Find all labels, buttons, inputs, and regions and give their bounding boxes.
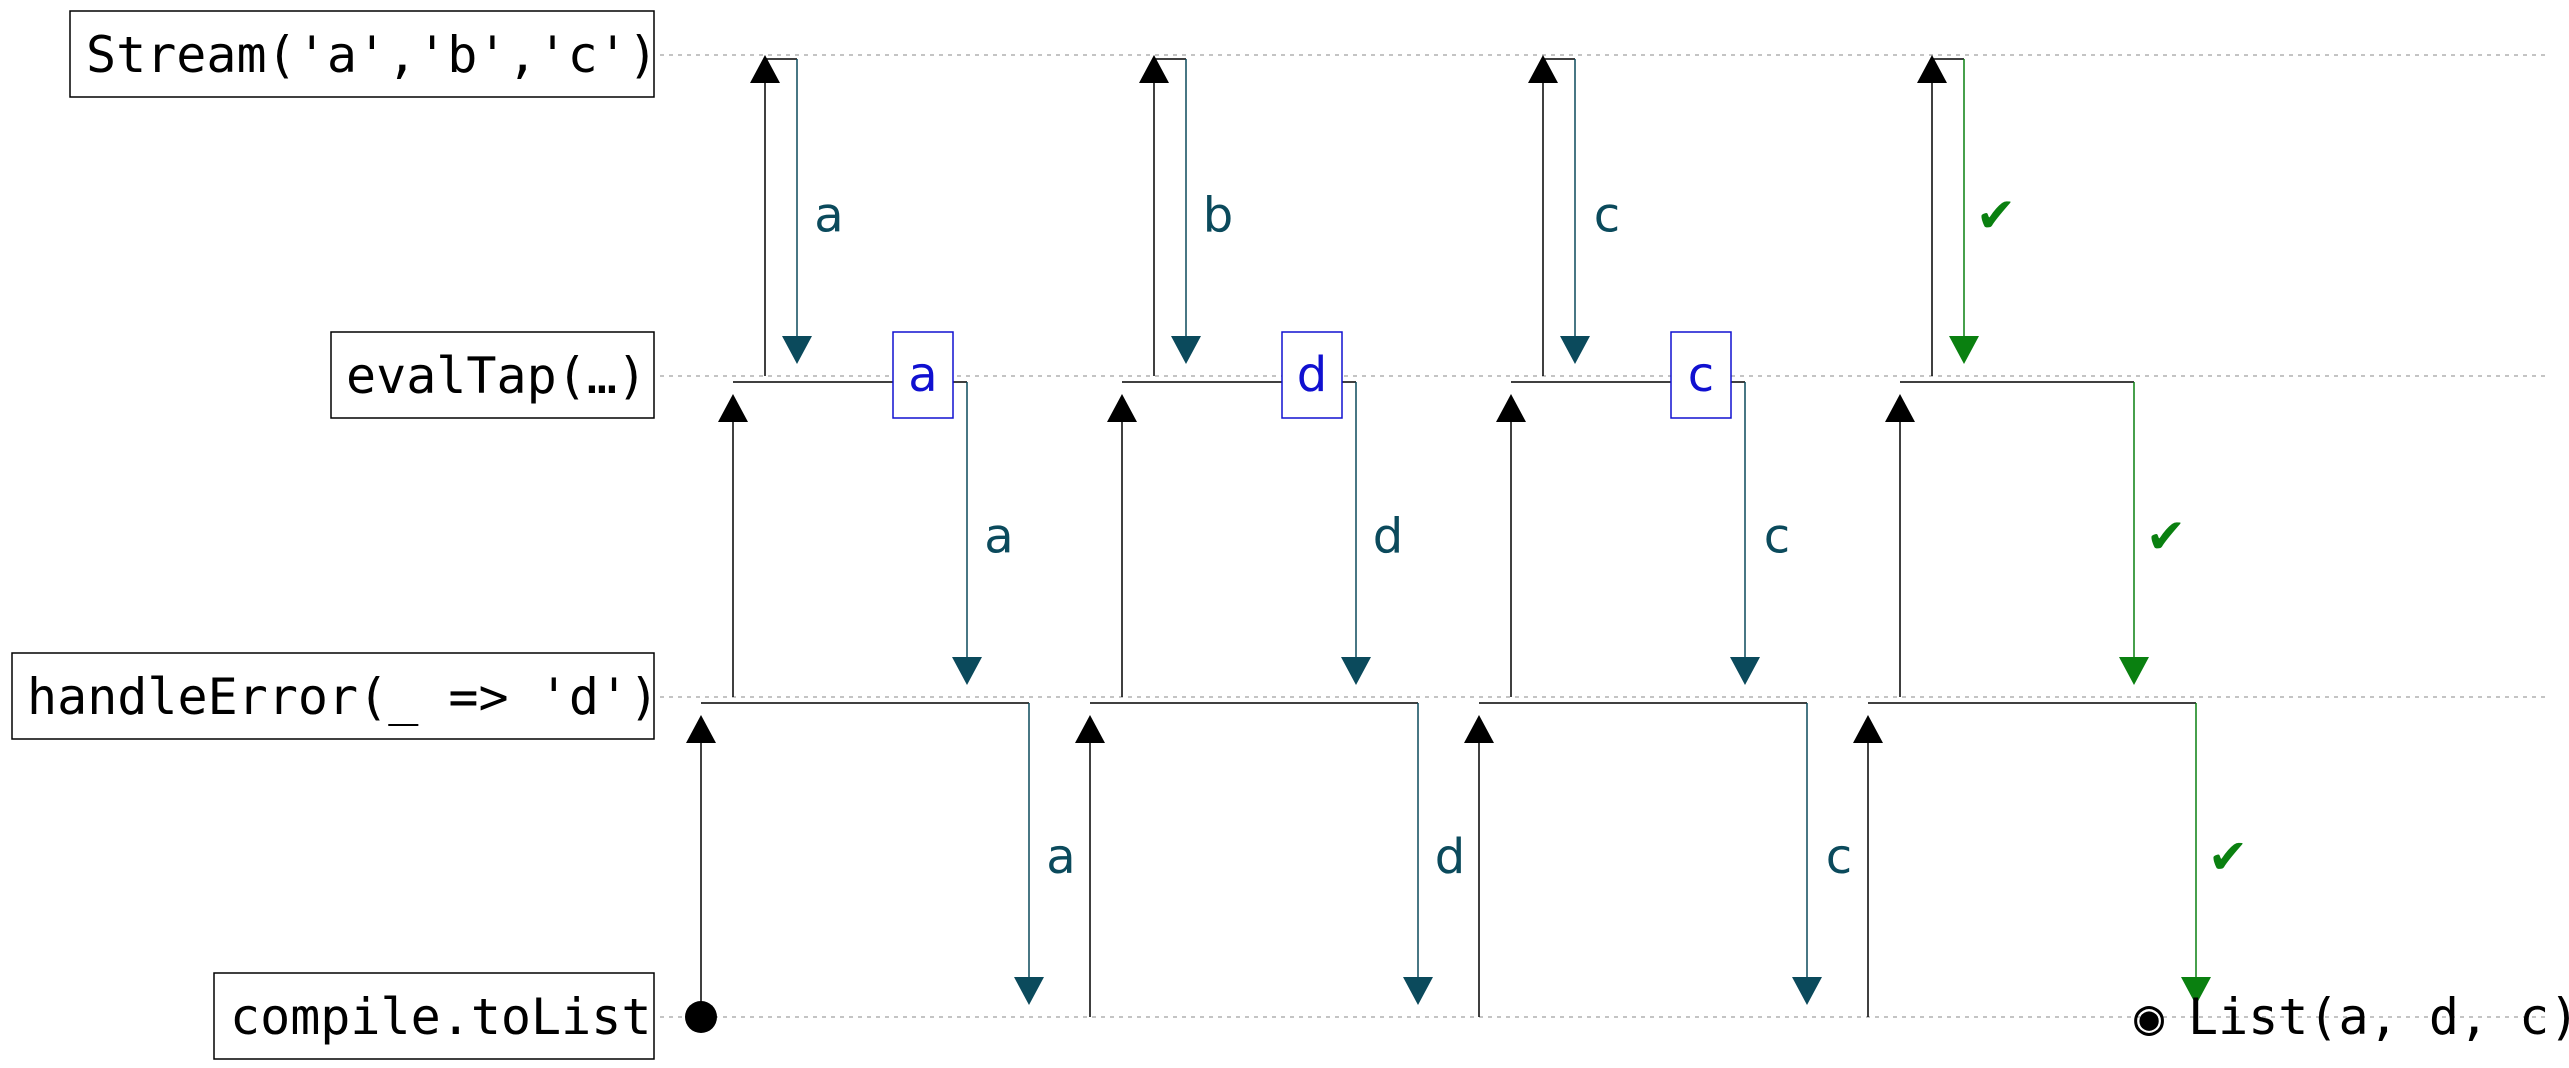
request-arrow [686,715,716,743]
response-arrow [2119,657,2149,685]
pull-3-hop-3: c [1464,702,1852,1017]
value-label: ✔ [2208,829,2248,885]
tap-value-box [1281,331,1343,419]
result-symbol: ◉ [2134,988,2164,1046]
tap-value-label: a [908,347,937,403]
response-arrow [1949,336,1979,364]
pull-1-hop-2: aa [718,331,1014,697]
request-arrow [1496,394,1526,422]
response-arrow [1792,977,1822,1005]
value-label: d [1435,829,1465,885]
tap-value-label: c [1688,347,1714,403]
stage-label-evaltap: evalTap(…) [330,331,655,419]
start-dot [685,1001,717,1033]
value-label: ✔ [2146,509,2186,565]
response-arrow [1171,336,1201,364]
request-arrow [718,394,748,422]
value-label: b [1203,188,1233,244]
pull-1-hop-1: a [750,55,844,376]
pull-3-hop-1: c [1528,55,1620,376]
value-label: a [814,188,843,244]
pull-2-hop-1: b [1139,55,1233,376]
pull-1-hop-3: a [686,702,1076,1017]
response-arrow [952,657,982,685]
pull-4-hop-3: ✔ [1853,702,2248,1017]
request-arrow [1528,55,1558,83]
request-arrow [1075,715,1105,743]
stage-label-stream: Stream('a','b','c') [69,10,658,98]
response-arrow [1014,977,1044,1005]
response-arrow [1560,336,1590,364]
value-label: c [1764,509,1790,565]
request-arrow [1464,715,1494,743]
tap-value-box [892,331,954,419]
value-label: c [1594,188,1620,244]
value-label: ✔ [1976,188,2016,244]
stage-label-handleerror: handleError(_ => 'd') [11,652,659,740]
request-arrow [1885,394,1915,422]
tap-value-label: d [1297,347,1327,403]
request-arrow [1917,55,1947,83]
response-arrow [1403,977,1433,1005]
pull-2-hop-2: dd [1107,331,1403,697]
stage-label-compile-text: compile.toList [230,988,651,1046]
response-arrow [1730,657,1760,685]
pull-4-hop-1: ✔ [1917,55,2016,376]
stage-label-stream-text: Stream('a','b','c') [86,26,658,84]
value-label: c [1826,829,1852,885]
value-label: a [1046,829,1075,885]
stage-label-compile: compile.toList [213,972,655,1060]
pull-3-hop-2: cc [1496,331,1790,697]
pull-4-hop-2: ✔ [1885,381,2186,697]
response-arrow [1341,657,1371,685]
value-label: a [984,509,1013,565]
response-arrow [2181,977,2211,1005]
pull-2-hop-3: d [1075,702,1465,1017]
response-arrow [782,336,812,364]
request-arrow [1853,715,1883,743]
stage-label-handleerror-text: handleError(_ => 'd') [27,668,659,726]
tap-value-box [1670,331,1732,419]
result-label: List(a, d, c) [2188,988,2569,1046]
request-arrow [1107,394,1137,422]
request-arrow [750,55,780,83]
value-label: d [1373,509,1403,565]
stage-label-evaltap-text: evalTap(…) [346,347,647,405]
request-arrow [1139,55,1169,83]
